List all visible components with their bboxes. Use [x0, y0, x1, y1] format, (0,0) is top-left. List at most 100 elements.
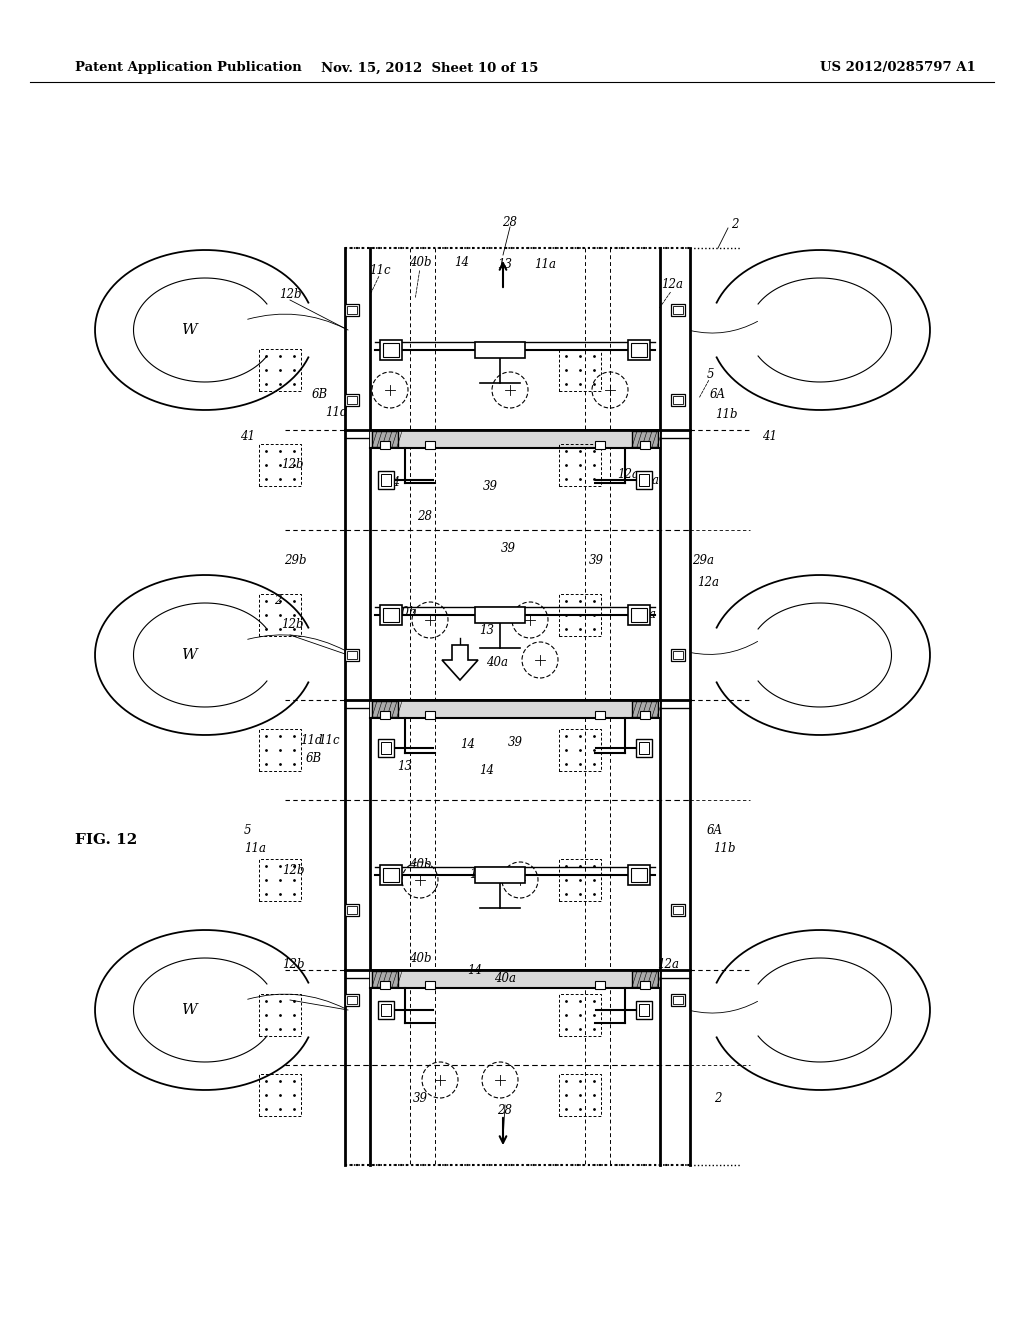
Text: 12a: 12a [662, 279, 683, 292]
Text: FIG. 12: FIG. 12 [75, 833, 137, 847]
Bar [559, 348, 601, 391]
Bar [345, 304, 359, 315]
Text: 14: 14 [461, 738, 475, 751]
Text: 13: 13 [498, 259, 512, 272]
Text: 11c: 11c [370, 264, 391, 276]
Text: 11b: 11b [713, 842, 735, 854]
Text: 12a: 12a [697, 577, 719, 590]
Text: 29a: 29a [692, 553, 714, 566]
Bar [639, 742, 649, 754]
Bar [632, 701, 658, 717]
Bar [475, 607, 525, 623]
Bar [639, 1005, 649, 1016]
Text: 39: 39 [501, 541, 515, 554]
Text: 40b: 40b [409, 256, 431, 269]
Bar [673, 651, 683, 659]
Bar [425, 441, 435, 449]
Bar [671, 994, 685, 1006]
Bar [345, 393, 359, 407]
Bar [383, 609, 399, 622]
Text: 28: 28 [503, 216, 517, 230]
Bar [380, 441, 390, 449]
Text: 6B: 6B [312, 388, 328, 401]
Bar [628, 605, 650, 624]
Text: 40a: 40a [494, 972, 516, 985]
Text: 12a: 12a [657, 958, 679, 972]
Bar [559, 729, 601, 771]
Text: 6A: 6A [707, 824, 723, 837]
Polygon shape [442, 645, 478, 680]
Text: 11d: 11d [300, 734, 323, 747]
Bar [370, 970, 660, 987]
Text: 28: 28 [418, 511, 432, 524]
Bar [378, 471, 394, 488]
Bar [671, 649, 685, 661]
Bar [631, 869, 647, 882]
Text: Nov. 15, 2012  Sheet 10 of 15: Nov. 15, 2012 Sheet 10 of 15 [322, 62, 539, 74]
Bar [636, 471, 652, 488]
Bar [380, 341, 402, 360]
Bar [259, 859, 301, 902]
Bar [671, 904, 685, 916]
Text: 11a: 11a [244, 842, 266, 854]
Text: 2: 2 [274, 594, 282, 606]
Bar [636, 739, 652, 756]
Text: 41: 41 [763, 430, 777, 444]
Bar [631, 343, 647, 356]
Text: 39: 39 [413, 1092, 427, 1105]
Text: 14: 14 [385, 475, 400, 488]
Text: 12b: 12b [281, 458, 303, 471]
Bar [370, 430, 660, 447]
Bar [475, 867, 525, 883]
Text: W: W [182, 1003, 198, 1016]
Bar [378, 739, 394, 756]
Bar [559, 594, 601, 636]
Bar [673, 306, 683, 314]
Bar [673, 997, 683, 1005]
Text: W: W [182, 648, 198, 663]
Text: 12a: 12a [617, 469, 639, 482]
Text: 5: 5 [244, 824, 251, 837]
Text: 39: 39 [508, 735, 522, 748]
Bar [347, 906, 357, 913]
Text: 12b: 12b [282, 863, 304, 876]
Bar [347, 306, 357, 314]
Bar [381, 742, 391, 754]
Text: 12b: 12b [282, 958, 304, 972]
Bar [347, 651, 357, 659]
Bar [381, 474, 391, 486]
Bar [628, 341, 650, 360]
Bar [673, 906, 683, 913]
Bar [425, 711, 435, 719]
Bar [259, 594, 301, 636]
Text: US 2012/0285797 A1: US 2012/0285797 A1 [820, 62, 976, 74]
Bar [671, 393, 685, 407]
Text: 12a: 12a [637, 474, 659, 487]
Text: 14: 14 [469, 869, 484, 882]
Bar [640, 441, 650, 449]
Text: 2: 2 [715, 1092, 722, 1105]
Text: 40a: 40a [486, 656, 508, 668]
Bar [259, 1074, 301, 1115]
Bar [378, 1001, 394, 1019]
Bar [345, 649, 359, 661]
Bar [380, 711, 390, 719]
Bar [632, 972, 658, 987]
Bar [372, 432, 398, 447]
Text: Patent Application Publication: Patent Application Publication [75, 62, 302, 74]
Bar [259, 348, 301, 391]
Text: 40b: 40b [409, 858, 431, 871]
Bar [559, 444, 601, 486]
Text: 11d: 11d [325, 407, 347, 420]
Bar [259, 444, 301, 486]
Bar [347, 997, 357, 1005]
Bar [639, 474, 649, 486]
Bar [383, 869, 399, 882]
Bar [640, 711, 650, 719]
Bar [671, 304, 685, 315]
Text: 6A: 6A [710, 388, 726, 401]
Text: 29b: 29b [284, 553, 306, 566]
Bar [631, 609, 647, 622]
Bar [345, 994, 359, 1006]
Text: 13: 13 [479, 623, 495, 636]
